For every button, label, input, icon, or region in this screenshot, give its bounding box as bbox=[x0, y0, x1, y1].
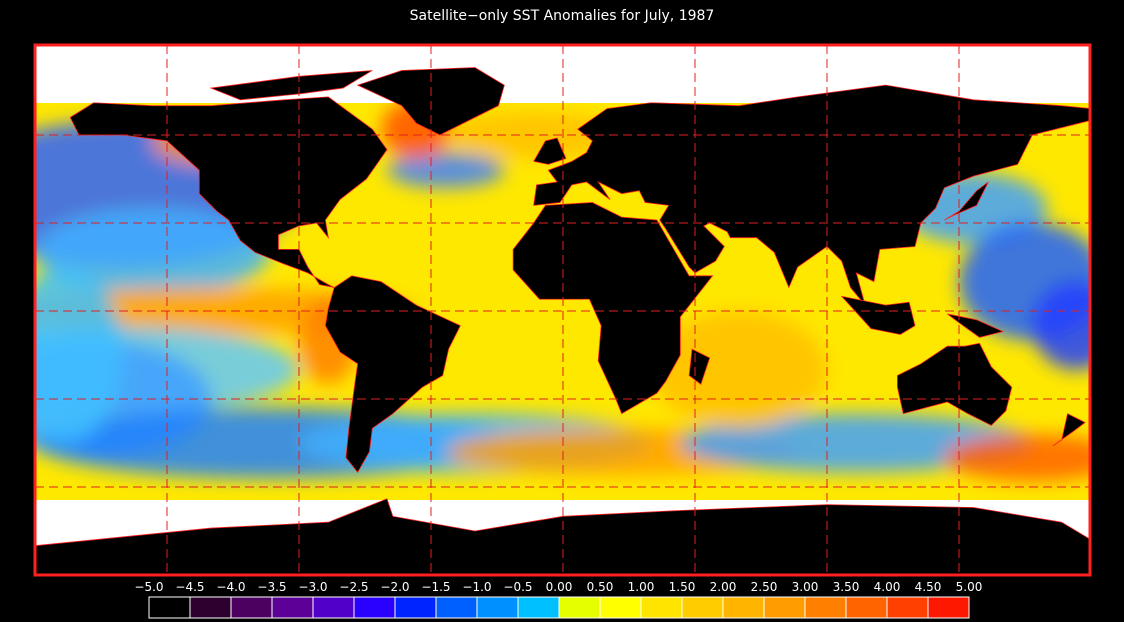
colorbar-label: 3.00 bbox=[792, 580, 819, 594]
colorbar-label: −1.0 bbox=[462, 580, 491, 594]
colorbar-label: 4.50 bbox=[915, 580, 942, 594]
colorbar-swatch bbox=[927, 596, 970, 619]
colorbar-swatch bbox=[681, 596, 724, 619]
colorbar-swatch bbox=[189, 596, 232, 619]
colorbar-swatch bbox=[845, 596, 888, 619]
colorbar-label: 3.50 bbox=[833, 580, 860, 594]
landmass bbox=[1052, 413, 1086, 447]
colorbar-label: 2.00 bbox=[710, 580, 737, 594]
landmass bbox=[944, 181, 989, 221]
colorbar: −5.0 −4.5 −4.0 −3.5 −3.0 −2.5 −2.0 −1.5 −1.0 −0.5… bbox=[134, 580, 983, 619]
colorbar-label: −2.5 bbox=[339, 580, 368, 594]
colorbar-label: −5.0 bbox=[134, 580, 163, 594]
colorbar-swatch bbox=[435, 596, 478, 619]
colorbar-swatch bbox=[558, 596, 601, 619]
colorbar-label: −2.0 bbox=[380, 580, 409, 594]
title: Satellite−only SST Anomalies for July, 1… bbox=[410, 8, 715, 24]
landmass bbox=[840, 295, 916, 335]
colorbar-label: 5.00 bbox=[956, 580, 983, 594]
colorbar-swatch bbox=[394, 596, 437, 619]
anomaly-patch bbox=[944, 434, 1090, 482]
colorbar-label: 1.50 bbox=[669, 580, 696, 594]
landmass bbox=[324, 275, 461, 474]
colorbar-swatch bbox=[599, 596, 642, 619]
colorbar-label: 4.00 bbox=[874, 580, 901, 594]
colorbar-swatch bbox=[640, 596, 683, 619]
colorbar-swatch bbox=[353, 596, 396, 619]
colorbar-swatch bbox=[312, 596, 355, 619]
landmass bbox=[688, 348, 711, 385]
colorbar-swatch bbox=[517, 596, 560, 619]
colorbar-swatch bbox=[722, 596, 765, 619]
anomaly-patch bbox=[387, 152, 505, 188]
anomaly-patch bbox=[680, 413, 1033, 473]
colorbar-swatch bbox=[804, 596, 847, 619]
graticule bbox=[35, 45, 1090, 575]
colorbar-swatch bbox=[886, 596, 929, 619]
anomaly-patch bbox=[1032, 281, 1090, 370]
landmass bbox=[533, 137, 567, 165]
map bbox=[35, 45, 1090, 575]
colorbar-label: −4.0 bbox=[216, 580, 245, 594]
colorbar-label: 0.00 bbox=[546, 580, 573, 594]
colorbar-label: −0.5 bbox=[503, 580, 532, 594]
colorbar-label: −1.5 bbox=[421, 580, 450, 594]
landmass bbox=[947, 313, 1005, 338]
colorbar-label: 2.50 bbox=[751, 580, 778, 594]
colorbar-label: −3.5 bbox=[257, 580, 286, 594]
colorbar-label: −3.0 bbox=[298, 580, 327, 594]
map-frame bbox=[33, 43, 1092, 577]
colorbar-label: 0.50 bbox=[587, 580, 614, 594]
colorbar-swatch bbox=[148, 596, 191, 619]
colorbar-swatch bbox=[763, 596, 806, 619]
colorbar-swatch bbox=[476, 596, 519, 619]
anomaly-patch bbox=[35, 208, 270, 297]
colorbar-swatch bbox=[230, 596, 273, 619]
colorbar-label: −4.5 bbox=[175, 580, 204, 594]
colorbar-label: 1.00 bbox=[628, 580, 655, 594]
colorbar-swatch bbox=[271, 596, 314, 619]
